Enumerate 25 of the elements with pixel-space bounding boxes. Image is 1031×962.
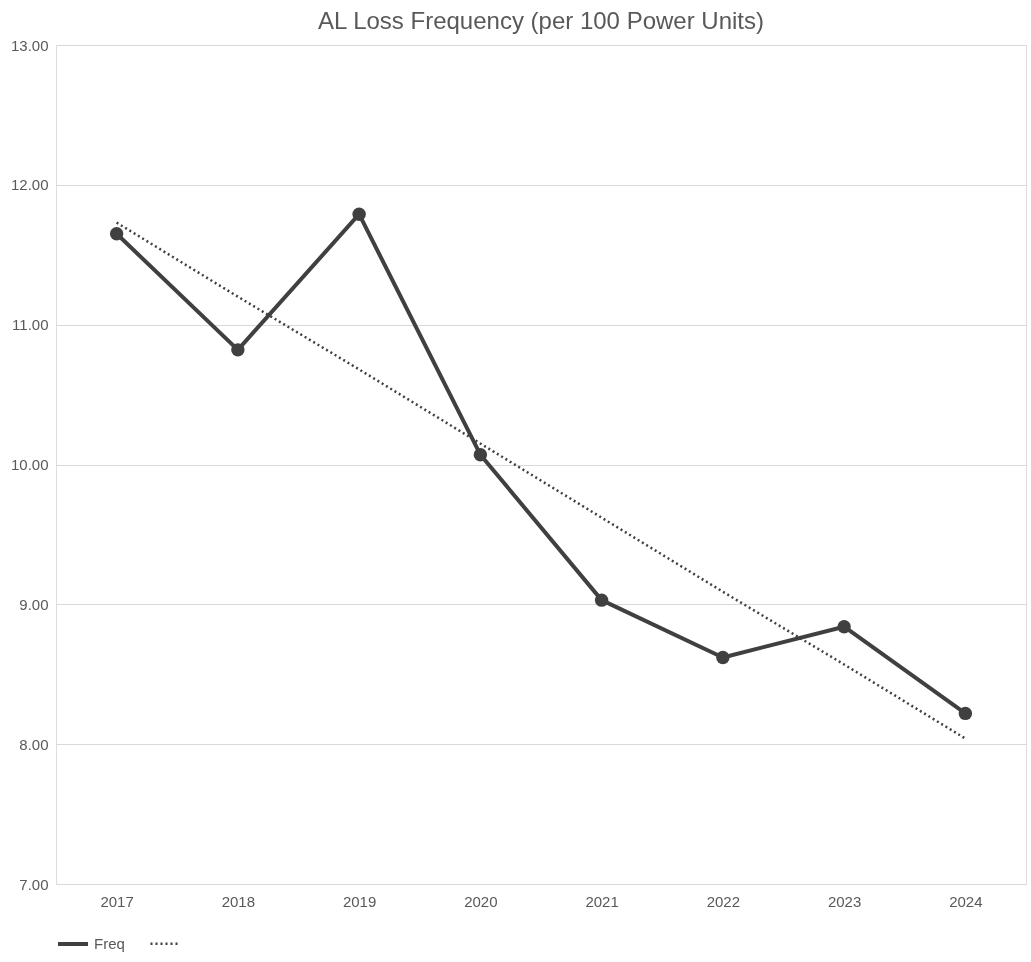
- x-tick-label: 2020: [464, 892, 498, 910]
- x-tick-label: 2019: [342, 892, 377, 910]
- legend-label: Freq: [94, 935, 125, 952]
- point: [594, 593, 609, 607]
- y-tick-label: 13.00: [10, 36, 49, 54]
- y-tick-label: 12.00: [10, 176, 49, 194]
- x-tick-label: 2017: [100, 892, 134, 910]
- x-tick-label: 2022: [706, 892, 741, 910]
- x-tick-label: 2024: [949, 892, 983, 910]
- chart-title: AL Loss Frequency (per 100 Power Units): [318, 7, 764, 34]
- y-tick-label: 10.00: [10, 456, 49, 473]
- x-tick-label: 2023: [827, 892, 862, 910]
- x-tick-label: 2021: [585, 892, 619, 910]
- point: [352, 207, 366, 221]
- y-tick-label: 8.00: [19, 735, 49, 753]
- point: [473, 448, 488, 462]
- y-tick-label: 9.00: [19, 595, 49, 613]
- point: [837, 620, 851, 634]
- y-tick-label: 7.00: [19, 875, 49, 893]
- x-tick-label: 2018: [221, 892, 256, 910]
- point: [716, 650, 730, 665]
- y-tick-label: 11.00: [12, 316, 49, 334]
- point: [958, 706, 973, 721]
- point: [231, 343, 245, 357]
- point: [109, 227, 124, 241]
